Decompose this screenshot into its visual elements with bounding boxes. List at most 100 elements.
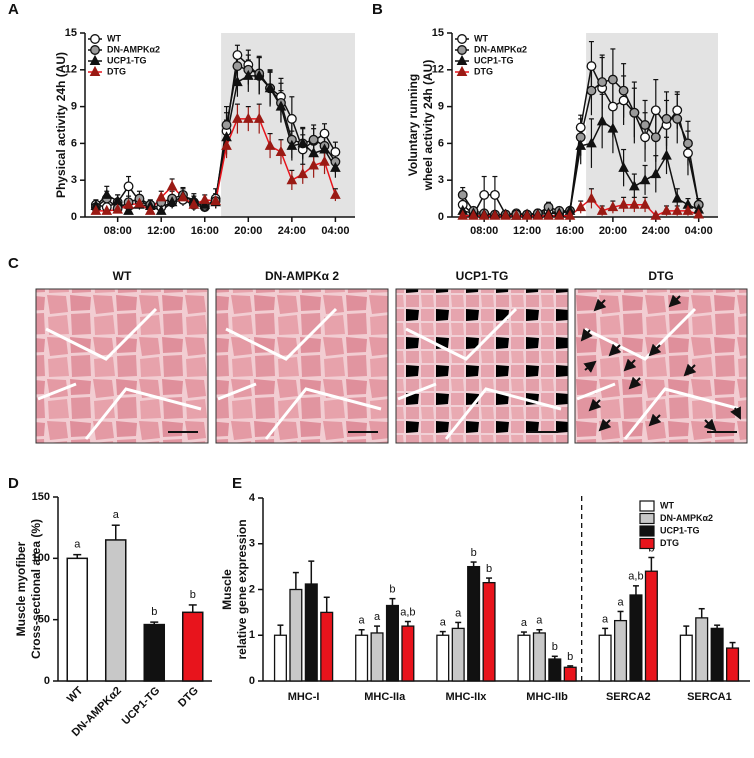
point	[297, 137, 309, 148]
point	[177, 191, 189, 202]
significance-letter: b	[486, 563, 492, 575]
legend-label: DTG	[474, 66, 493, 76]
point	[618, 198, 629, 209]
legend-label: UCP1-TG	[660, 525, 700, 535]
bar	[710, 627, 724, 682]
point	[682, 204, 694, 215]
y-tick-label: 12	[65, 64, 77, 76]
point	[210, 194, 221, 206]
bar	[451, 627, 465, 682]
point	[661, 149, 672, 160]
arrow	[593, 298, 607, 312]
y-tick-label: 150	[32, 491, 50, 503]
point	[123, 204, 134, 215]
legend-label: WT	[474, 33, 488, 43]
significance-letter: b	[151, 606, 157, 618]
point	[275, 145, 287, 156]
point	[489, 189, 500, 200]
point	[629, 180, 640, 191]
legend-swatch	[639, 537, 655, 550]
point	[586, 137, 597, 148]
point	[672, 105, 683, 116]
point	[661, 204, 672, 215]
bar	[644, 570, 658, 682]
point	[532, 209, 544, 220]
significance-letter: a	[74, 539, 81, 551]
image-title: WT	[113, 269, 132, 283]
point	[123, 181, 134, 192]
legend-marker	[456, 54, 468, 65]
histology-image	[395, 288, 569, 444]
y-tick-label: 15	[432, 27, 444, 39]
y-tick-label: 1	[249, 629, 255, 641]
point	[264, 139, 276, 150]
bar	[304, 583, 318, 682]
legend-marker	[457, 34, 467, 44]
arrow	[598, 418, 612, 432]
tissue-gap	[264, 387, 382, 440]
bar	[385, 604, 399, 682]
bar	[401, 625, 415, 682]
bar	[532, 632, 546, 682]
legend-label: DN-AMPKα2	[107, 44, 160, 54]
tissue-gap	[576, 382, 616, 401]
tissue-gap	[444, 387, 562, 440]
point	[221, 139, 232, 150]
significance-letter: a	[617, 596, 624, 608]
bar	[273, 634, 287, 682]
y-tick-label: 6	[71, 137, 77, 149]
image-title: DN-AMPKα 2	[265, 269, 339, 283]
arrow	[588, 398, 602, 412]
bar	[104, 539, 127, 682]
bar	[436, 634, 450, 682]
bar	[66, 557, 89, 682]
point	[640, 120, 651, 130]
arrow	[648, 413, 662, 427]
significance-letter: a	[455, 607, 462, 619]
legend-marker	[89, 65, 101, 76]
significance-letter: b	[567, 651, 573, 663]
point	[112, 203, 123, 214]
point	[330, 161, 341, 172]
significance-letter: b	[471, 547, 477, 559]
x-tick-label: 24:00	[642, 225, 670, 237]
tissue-gap	[84, 387, 202, 440]
x-tick-label: DTG	[176, 685, 201, 710]
x-tick-label: 24:00	[278, 225, 306, 237]
point	[232, 75, 243, 87]
tissue-gap	[405, 307, 518, 361]
point	[134, 197, 145, 208]
x-tick-label: 12:00	[513, 225, 541, 237]
y-axis-label: Cross-sectional area (%)	[29, 519, 43, 659]
bar	[370, 632, 384, 682]
significance-letter: a	[359, 615, 366, 627]
bar	[563, 666, 577, 682]
arrow	[668, 294, 682, 308]
legend-marker	[90, 34, 100, 44]
point	[553, 209, 565, 220]
point	[640, 132, 651, 143]
point	[155, 204, 167, 215]
point	[564, 209, 576, 220]
legend-label: DN-AMPKα2	[660, 513, 713, 523]
y-tick-label: 12	[432, 64, 444, 76]
point	[650, 132, 661, 143]
arrow	[580, 328, 593, 342]
legend-marker	[89, 54, 101, 65]
bar	[614, 619, 628, 682]
x-tick-label: 12:00	[147, 225, 175, 237]
y-tick-label: 6	[438, 137, 444, 149]
y-tick-label: 100	[32, 552, 50, 564]
significance-letter: a,b	[628, 571, 643, 583]
bar	[679, 634, 693, 682]
point	[586, 85, 597, 96]
point	[607, 201, 619, 212]
bar	[482, 581, 496, 682]
y-tick-label: 0	[44, 675, 50, 687]
bar	[598, 634, 612, 682]
bar	[143, 623, 166, 682]
point	[297, 167, 309, 179]
y-tick-label: 4	[249, 492, 256, 504]
y-tick-label: 15	[65, 27, 77, 39]
x-tick-label: MHC-I	[288, 691, 320, 703]
